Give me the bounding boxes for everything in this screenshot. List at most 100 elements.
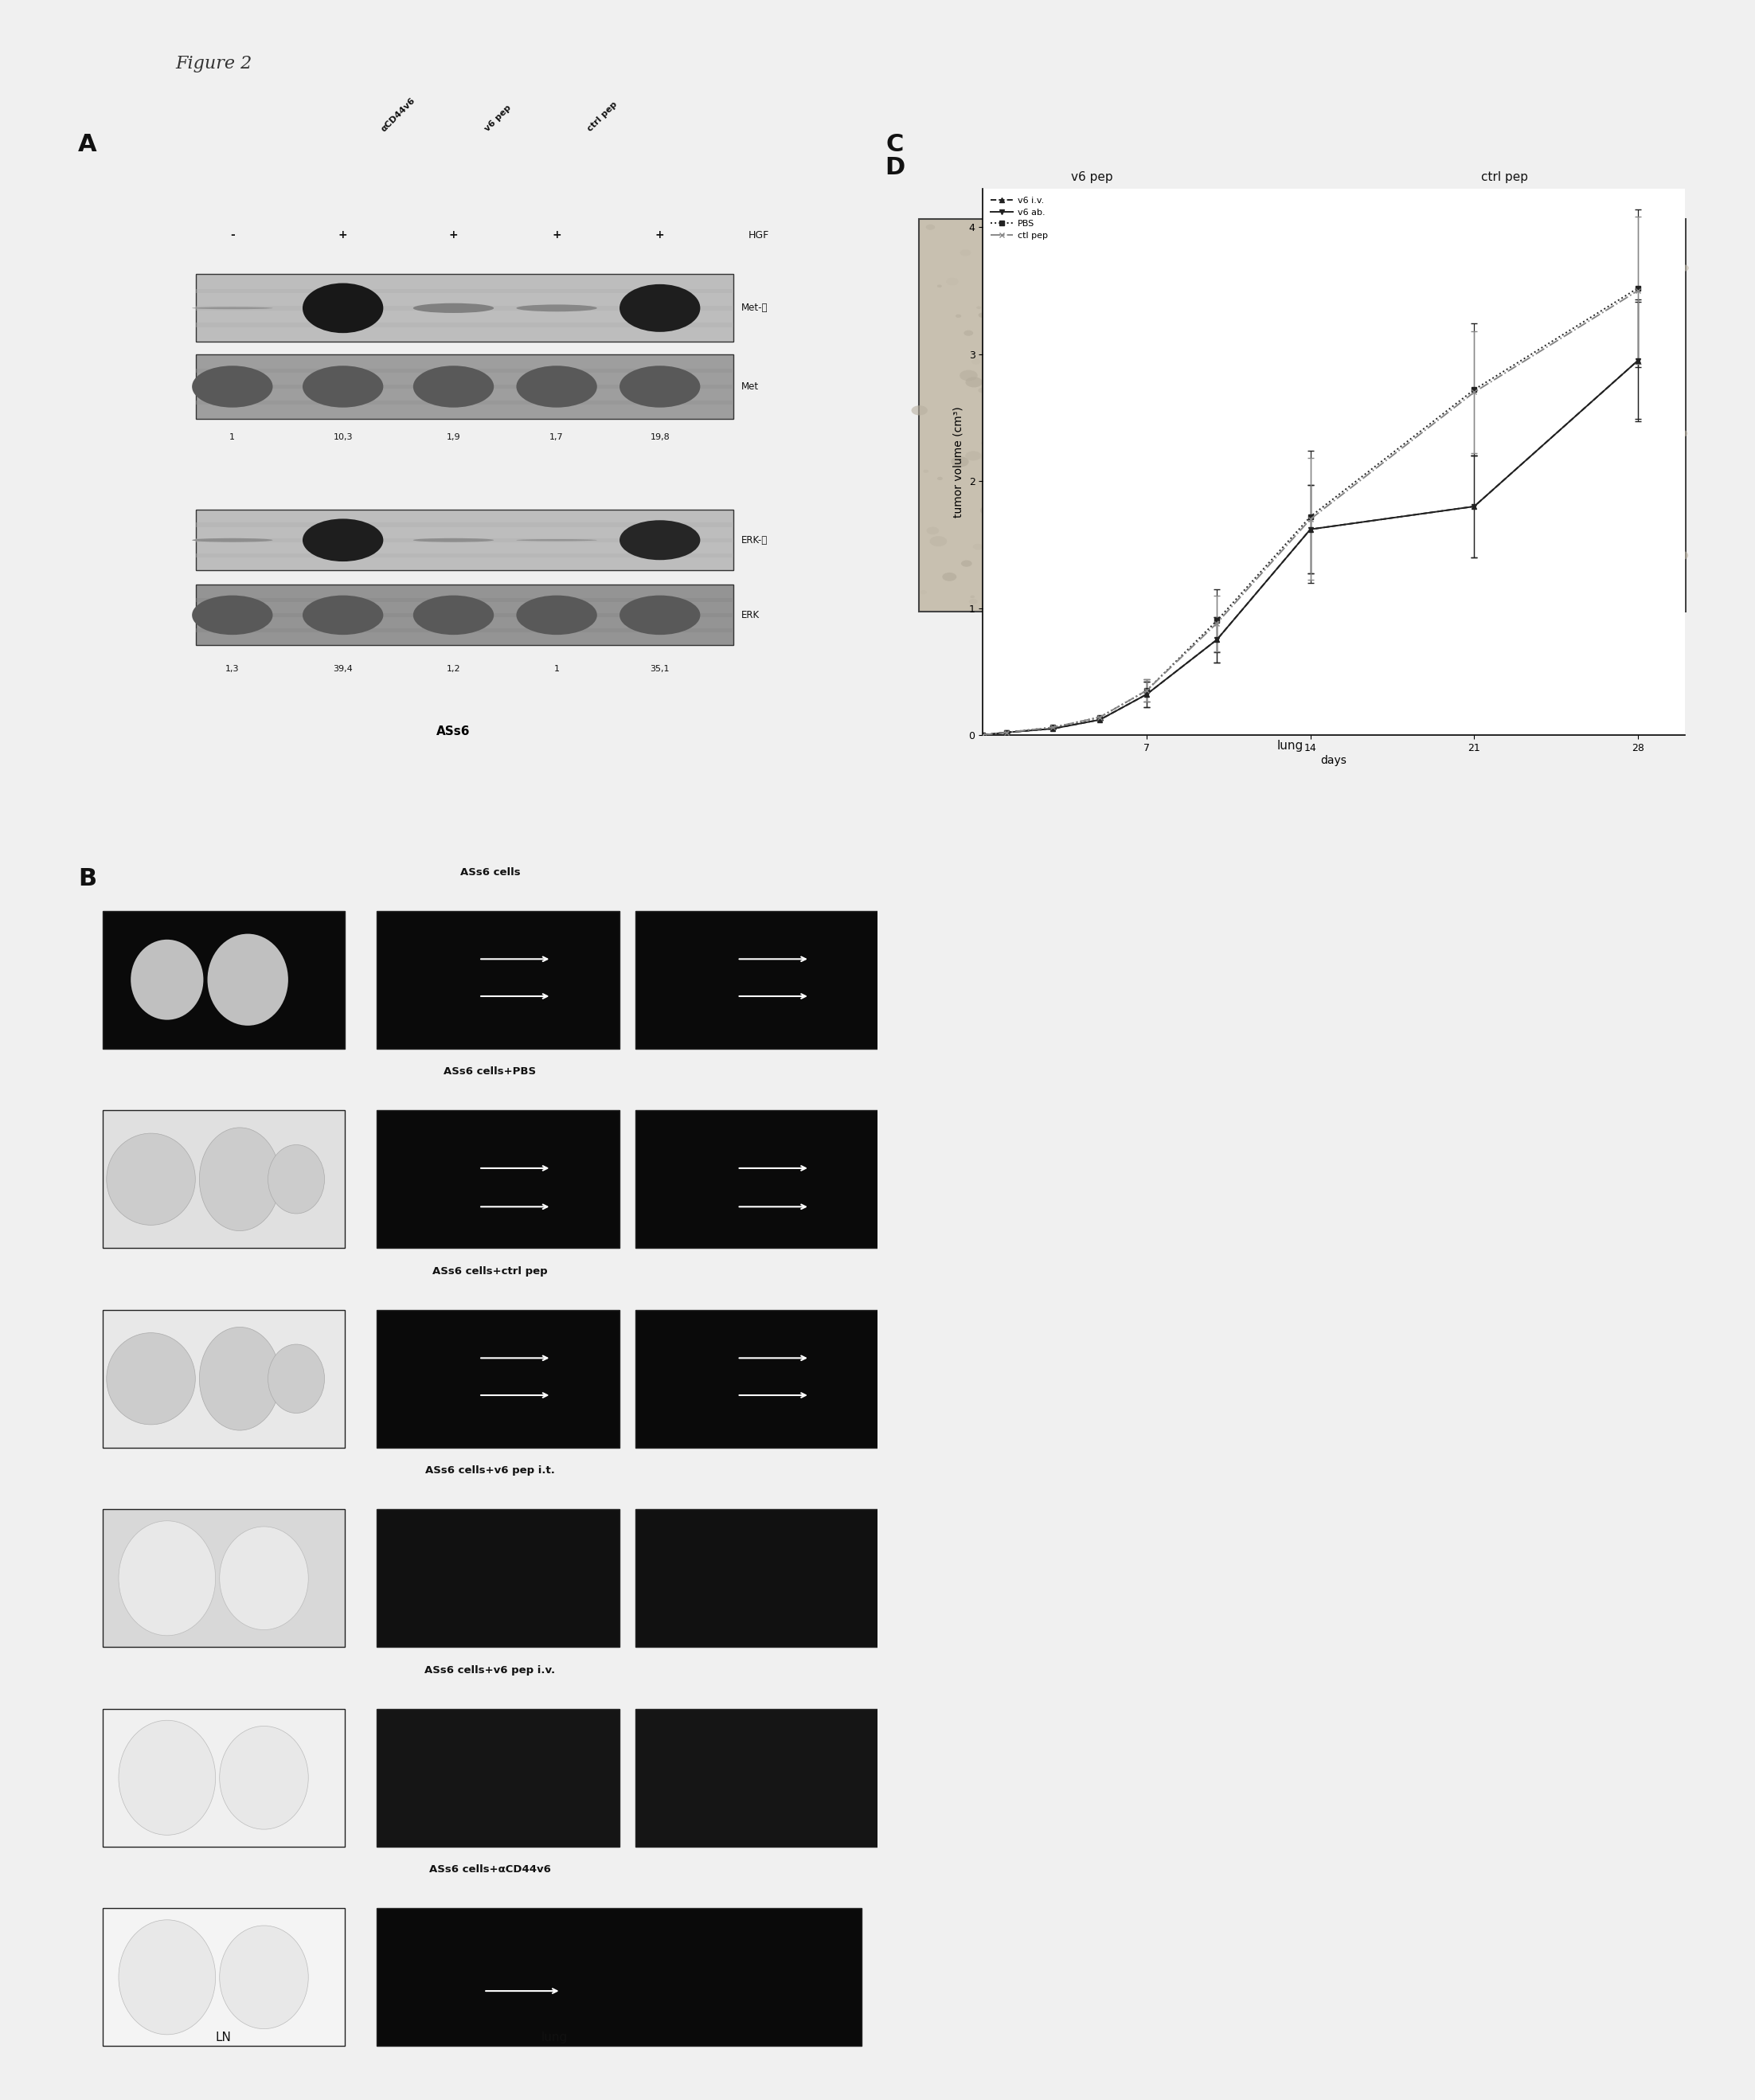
Ellipse shape [1386,374,1399,382]
Ellipse shape [1148,307,1157,313]
Text: 1,2: 1,2 [446,666,460,672]
Text: 1,7: 1,7 [549,433,563,441]
Line: v6 i.v.: v6 i.v. [979,357,1641,737]
Text: lung: lung [1276,739,1304,752]
Ellipse shape [1523,521,1530,525]
Ellipse shape [1039,567,1049,573]
Ellipse shape [1372,491,1390,502]
Ellipse shape [1041,491,1058,502]
Ellipse shape [1336,252,1348,260]
ctl pep [1206,611,1227,636]
Ellipse shape [1160,512,1174,521]
Bar [102,1510,344,1646]
Ellipse shape [1137,573,1141,575]
Ellipse shape [1515,571,1534,582]
Bar [377,1709,620,1846]
Ellipse shape [1406,260,1413,265]
Ellipse shape [1004,277,1009,281]
Ellipse shape [1158,349,1172,357]
Ellipse shape [1627,231,1636,235]
Ellipse shape [1499,281,1515,290]
Text: ASs6 cells: ASs6 cells [460,867,519,878]
v6 i.v. [1627,349,1648,374]
Ellipse shape [1125,466,1130,470]
Ellipse shape [1492,275,1497,277]
Ellipse shape [979,452,997,462]
Ellipse shape [1232,565,1248,575]
Bar [102,1709,344,1846]
Bar [195,290,734,294]
Ellipse shape [119,1720,216,1835]
Ellipse shape [1662,380,1680,391]
Ellipse shape [1262,536,1267,540]
Ellipse shape [302,519,383,561]
Ellipse shape [1013,552,1021,559]
Ellipse shape [1572,546,1580,550]
Ellipse shape [1244,242,1255,248]
PBS [1135,678,1157,704]
Ellipse shape [1039,533,1044,538]
PBS [1042,714,1064,739]
Ellipse shape [981,506,997,514]
Ellipse shape [1651,519,1665,527]
Ellipse shape [965,378,983,386]
Ellipse shape [1597,578,1613,588]
Ellipse shape [1062,300,1071,307]
v6 ab. [1042,716,1064,741]
Bar [920,218,1100,611]
Text: ctrl pep: ctrl pep [1481,172,1529,183]
Text: 19,8: 19,8 [649,433,670,441]
Ellipse shape [1051,481,1065,489]
Ellipse shape [1167,384,1181,393]
Ellipse shape [1255,426,1265,433]
Ellipse shape [1479,538,1490,544]
Ellipse shape [971,596,974,598]
Ellipse shape [981,439,993,447]
Ellipse shape [1034,294,1042,298]
Ellipse shape [1536,244,1551,254]
Ellipse shape [1283,477,1295,485]
Ellipse shape [1123,460,1135,468]
PBS [1090,706,1111,731]
Ellipse shape [1065,397,1078,403]
Ellipse shape [978,313,986,317]
Bar [1116,218,1299,611]
Ellipse shape [1211,573,1216,578]
Text: +: + [339,229,347,239]
Ellipse shape [1021,275,1027,277]
Ellipse shape [1014,584,1023,588]
Ellipse shape [1209,550,1221,559]
Ellipse shape [302,284,383,334]
Ellipse shape [1458,601,1465,605]
Ellipse shape [946,277,958,286]
Ellipse shape [620,596,700,634]
Ellipse shape [1525,569,1537,578]
Text: ctrl pep: ctrl pep [586,101,620,132]
Ellipse shape [923,470,928,473]
Ellipse shape [1067,317,1078,323]
Ellipse shape [1230,588,1237,592]
Ellipse shape [1327,548,1334,552]
Ellipse shape [1085,552,1090,556]
Text: +: + [655,229,665,239]
Ellipse shape [1639,340,1648,344]
Ellipse shape [1355,298,1371,307]
Bar [195,384,734,388]
Ellipse shape [200,1128,281,1231]
Bar [195,523,734,527]
Ellipse shape [1123,233,1139,242]
Ellipse shape [1534,580,1550,590]
Ellipse shape [1558,298,1564,300]
Ellipse shape [1397,437,1413,445]
Ellipse shape [1192,363,1206,372]
Ellipse shape [1430,372,1436,374]
Ellipse shape [1279,273,1295,281]
Ellipse shape [1021,254,1034,260]
Ellipse shape [1550,365,1569,376]
Ellipse shape [1071,307,1086,317]
Bar [195,307,734,311]
Ellipse shape [1121,382,1135,391]
Text: PAS: PAS [1197,640,1218,651]
Ellipse shape [1179,512,1185,517]
Ellipse shape [1629,229,1646,242]
